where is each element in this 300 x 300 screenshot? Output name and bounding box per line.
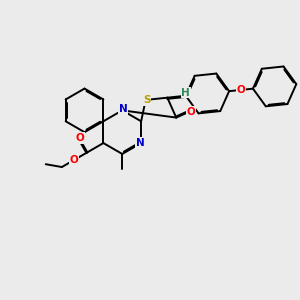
Text: O: O bbox=[186, 106, 195, 116]
Text: O: O bbox=[70, 155, 79, 165]
Text: O: O bbox=[237, 85, 245, 95]
Text: O: O bbox=[75, 133, 84, 143]
Text: N: N bbox=[119, 104, 128, 114]
Text: H: H bbox=[182, 88, 190, 98]
Text: N: N bbox=[136, 138, 145, 148]
Text: S: S bbox=[143, 95, 150, 105]
